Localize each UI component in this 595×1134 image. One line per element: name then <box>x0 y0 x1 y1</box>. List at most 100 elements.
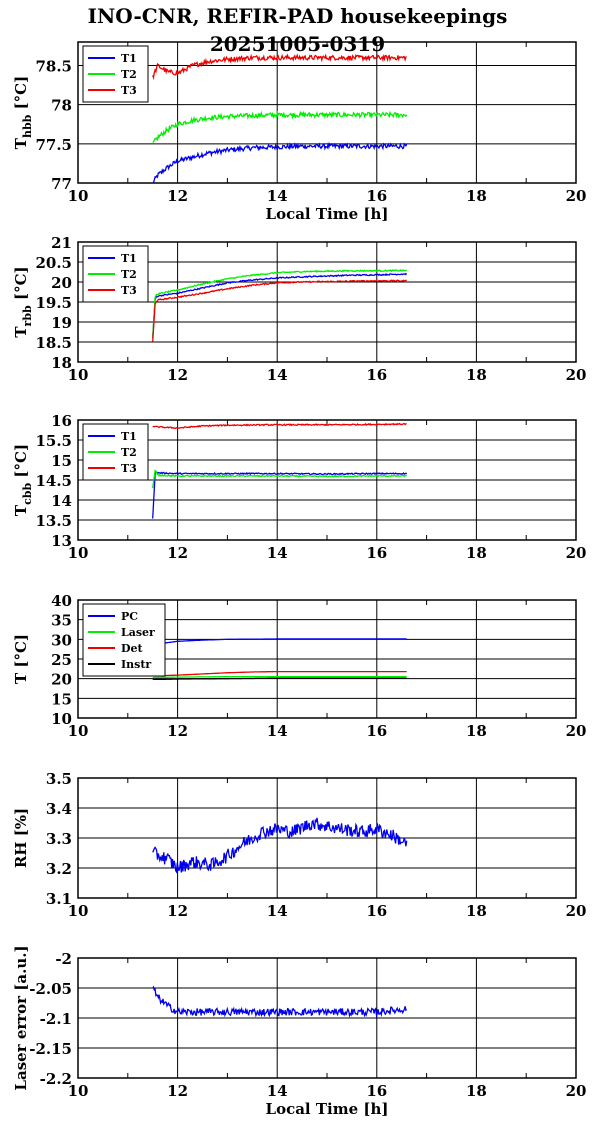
y-tick-label: 15.5 <box>35 432 72 450</box>
x-tick-label: 16 <box>366 366 387 384</box>
x-axis-label: Local Time [h] <box>266 205 389 223</box>
x-tick-label: 10 <box>68 366 89 384</box>
y-axis-label: Tcbb [°C] <box>12 444 34 516</box>
y-tick-label: 20.5 <box>35 254 72 272</box>
x-tick-label: 18 <box>466 187 487 205</box>
x-tick-label: 10 <box>68 722 89 740</box>
y-tick-label: 19 <box>51 314 72 332</box>
y-tick-label: 15 <box>51 452 72 470</box>
legend-label: T2 <box>121 68 137 81</box>
y-tick-label: 77.5 <box>35 136 72 154</box>
legend-label: T1 <box>121 252 137 265</box>
series-line-det <box>152 670 407 677</box>
series-line-t2 <box>152 110 408 143</box>
legend-label: Laser <box>121 626 155 639</box>
legend-label: T3 <box>121 284 137 297</box>
series-line-t2 <box>152 469 407 489</box>
y-tick-label: 3.2 <box>46 860 72 878</box>
y-tick-label: 35 <box>51 612 72 630</box>
plot-frame <box>77 41 577 184</box>
series-line-t1 <box>152 272 408 339</box>
x-tick-label: 20 <box>566 1082 587 1100</box>
x-tick-label: 18 <box>466 544 487 562</box>
plot-frame <box>77 957 577 1079</box>
y-tick-label: 20 <box>51 274 72 292</box>
x-tick-label: 20 <box>566 187 587 205</box>
legend-label: T3 <box>121 84 137 97</box>
x-tick-label: 18 <box>466 902 487 920</box>
plot-frame <box>77 241 577 363</box>
x-tick-label: 20 <box>566 366 587 384</box>
y-tick-label: 25 <box>51 651 72 669</box>
x-tick-label: 16 <box>366 902 387 920</box>
series-line-t3 <box>152 53 407 81</box>
y-axis-label: T [°C] <box>12 634 30 684</box>
y-tick-label: 3.4 <box>46 800 72 818</box>
y-tick-label: -2.1 <box>40 1010 72 1028</box>
series-line-laser-error <box>152 985 408 1018</box>
x-axis-label: Local Time [h] <box>266 1100 389 1118</box>
legend-label: T2 <box>121 268 137 281</box>
legend-label: T3 <box>121 462 137 475</box>
x-tick-label: 12 <box>167 366 188 384</box>
x-tick-label: 14 <box>267 722 288 740</box>
y-tick-label: -2.05 <box>29 980 72 998</box>
x-tick-label: 10 <box>68 902 89 920</box>
x-tick-label: 12 <box>167 544 188 562</box>
y-tick-label: 14 <box>51 492 72 510</box>
x-tick-label: 14 <box>267 1082 288 1100</box>
legend-label: T1 <box>121 52 137 65</box>
series-line-t3 <box>152 422 407 430</box>
x-tick-label: 20 <box>566 722 587 740</box>
y-tick-label: 3.3 <box>46 830 72 848</box>
x-tick-label: 18 <box>466 722 487 740</box>
legend-label: Instr <box>121 658 151 671</box>
y-tick-label: 3.1 <box>46 890 72 908</box>
y-tick-label: -2.15 <box>29 1040 72 1058</box>
series-line-t3 <box>152 279 407 342</box>
legend-label: Det <box>121 642 144 655</box>
x-tick-label: 18 <box>466 1082 487 1100</box>
y-tick-label: 18 <box>51 354 72 372</box>
x-tick-label: 10 <box>68 544 89 562</box>
y-axis-label: RH [%] <box>12 808 30 868</box>
y-tick-label: 40 <box>51 592 72 610</box>
legend-label: PC <box>121 610 138 623</box>
y-tick-label: 14.5 <box>35 472 72 490</box>
x-tick-label: 12 <box>167 187 188 205</box>
x-tick-label: 12 <box>167 722 188 740</box>
series-line-rh <box>152 817 408 874</box>
x-tick-label: 14 <box>267 544 288 562</box>
x-tick-label: 18 <box>466 366 487 384</box>
legend-label: T1 <box>121 430 137 443</box>
x-tick-label: 20 <box>566 902 587 920</box>
y-tick-label: 20 <box>51 671 72 689</box>
x-tick-label: 16 <box>366 1082 387 1100</box>
y-tick-label: 18.5 <box>35 334 72 352</box>
y-tick-label: -2.2 <box>40 1070 72 1088</box>
y-tick-label: 3.5 <box>46 770 72 788</box>
x-tick-label: 16 <box>366 722 387 740</box>
x-tick-label: 20 <box>566 544 587 562</box>
series-line-t2 <box>152 269 408 338</box>
y-tick-label: -2 <box>55 950 72 968</box>
x-tick-label: 10 <box>68 1082 89 1100</box>
x-tick-label: 16 <box>366 544 387 562</box>
y-tick-label: 30 <box>51 631 72 649</box>
y-tick-label: 10 <box>51 710 72 728</box>
x-tick-label: 14 <box>267 187 288 205</box>
x-tick-label: 12 <box>167 902 188 920</box>
series-line-instr <box>152 677 407 681</box>
x-tick-label: 16 <box>366 187 387 205</box>
y-tick-label: 19.5 <box>35 294 72 312</box>
legend-label: T2 <box>121 446 137 459</box>
y-axis-label: Thbb [°C] <box>12 76 34 149</box>
series-line-laser <box>152 676 407 679</box>
plot-frame <box>77 599 577 719</box>
y-tick-label: 16 <box>51 412 72 430</box>
x-tick-label: 12 <box>167 1082 188 1100</box>
x-tick-label: 14 <box>267 902 288 920</box>
y-axis-label: Trbb [°C] <box>12 266 34 337</box>
plot-frame <box>77 777 577 899</box>
